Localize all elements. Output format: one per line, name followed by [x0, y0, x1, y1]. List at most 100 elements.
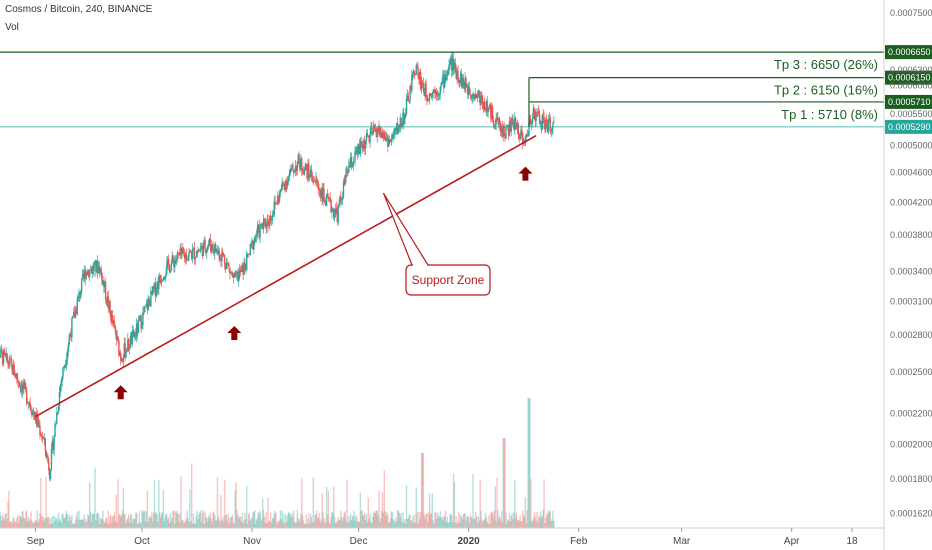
candle-body — [481, 95, 483, 102]
volume-bar — [119, 513, 121, 528]
candle-body — [45, 450, 47, 458]
volume-bar — [208, 517, 211, 528]
candle-body — [123, 343, 125, 358]
volume-bar — [131, 523, 133, 528]
volume-bar — [144, 521, 147, 528]
candle-body — [395, 128, 397, 131]
volume-bar — [255, 519, 258, 528]
candle-body — [346, 168, 348, 172]
candle-body — [316, 178, 318, 184]
candle-body — [297, 154, 299, 162]
volume-bar — [274, 514, 276, 528]
candle-body — [450, 56, 452, 61]
volume-bar — [0, 511, 1, 528]
volume-bar — [428, 493, 431, 528]
x-tick-label: Apr — [784, 536, 800, 547]
candle-body — [69, 334, 71, 338]
candle-body — [374, 128, 377, 130]
volume-bar — [94, 467, 96, 528]
volume-bar — [298, 521, 300, 528]
volume-bar — [136, 523, 139, 528]
candle-body — [454, 62, 457, 70]
candle-body — [385, 137, 387, 141]
volume-bar — [15, 522, 17, 528]
candle-body — [389, 140, 392, 143]
volume-bar — [501, 522, 504, 528]
candle-body — [461, 77, 464, 87]
volume-bar — [64, 514, 67, 528]
volume-bar — [181, 520, 183, 528]
volume-bar — [490, 511, 492, 528]
candle-body — [198, 250, 200, 252]
candle-body — [449, 60, 451, 65]
volume-bar — [185, 518, 188, 528]
candle-body — [13, 365, 15, 376]
volume-bar — [440, 517, 442, 528]
candle-body — [226, 262, 228, 264]
candle-body — [475, 94, 477, 97]
candle-body — [175, 258, 178, 261]
candle-body — [340, 196, 342, 199]
volume-bar — [142, 512, 144, 528]
volume-bar — [470, 517, 472, 528]
candle-body — [73, 312, 76, 318]
candle-body — [76, 300, 78, 315]
volume-bar — [443, 517, 446, 528]
volume-bar — [417, 523, 419, 528]
volume-bar — [198, 512, 201, 528]
candle-body — [549, 117, 551, 131]
volume-bar — [60, 522, 62, 528]
volume-bar — [38, 519, 40, 528]
volume-bar — [11, 523, 14, 528]
candle-body — [182, 248, 184, 253]
candle-body — [394, 128, 396, 133]
candle-body — [306, 168, 308, 179]
candle-body — [71, 318, 73, 338]
candle-body — [298, 154, 300, 165]
volume-bar — [502, 438, 504, 528]
volume-bar — [423, 514, 425, 528]
volume-bar — [345, 521, 347, 528]
candle-body — [370, 127, 372, 134]
volume-bar — [539, 511, 542, 528]
candle-body — [490, 104, 492, 119]
volume-bar — [308, 513, 310, 528]
volume-bar — [231, 515, 234, 528]
volume-bar — [27, 516, 30, 528]
candle-body — [109, 301, 111, 311]
volume-bar — [288, 512, 291, 528]
volume-bar — [230, 517, 232, 528]
candle-body — [347, 171, 349, 173]
candle-body — [518, 134, 520, 139]
candle-body — [92, 266, 94, 272]
candle-body — [96, 260, 99, 274]
candle-body — [501, 126, 504, 137]
volume-bar — [376, 510, 378, 528]
candle-body — [372, 131, 374, 134]
volume-bar — [73, 523, 76, 528]
volume-bar — [538, 515, 540, 528]
candle-body — [251, 240, 253, 244]
candle-body — [383, 132, 386, 137]
volume-bar — [33, 522, 35, 528]
candle-body — [200, 245, 203, 248]
candle-body — [105, 299, 108, 303]
volume-bar — [104, 517, 107, 528]
candle-body — [488, 107, 490, 109]
candle-body — [145, 303, 148, 306]
candle-body — [323, 188, 325, 198]
volume-bar — [156, 514, 158, 528]
volume-bar — [30, 511, 32, 528]
x-tick-label: Mar — [673, 536, 691, 547]
volume-bar — [281, 510, 283, 528]
candle-body — [469, 94, 472, 96]
volume-bar — [76, 511, 78, 528]
candle-body — [447, 68, 449, 74]
candle-body — [235, 272, 237, 274]
volume-bar — [454, 522, 457, 528]
candle-body — [180, 248, 182, 256]
volume-bar — [254, 523, 257, 528]
volume-bar — [303, 523, 306, 528]
volume-bar — [530, 520, 533, 528]
